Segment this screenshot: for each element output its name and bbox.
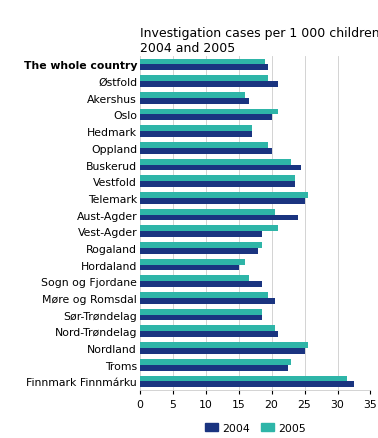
Bar bbox=[140, 82, 278, 88]
Bar bbox=[140, 115, 272, 121]
Bar bbox=[140, 226, 278, 232]
Bar bbox=[140, 265, 239, 271]
Bar bbox=[140, 376, 347, 381]
Bar bbox=[140, 282, 262, 287]
Bar bbox=[140, 365, 288, 371]
Bar bbox=[140, 232, 262, 237]
Bar bbox=[140, 198, 305, 204]
Legend: 2004, 2005: 2004, 2005 bbox=[200, 419, 310, 437]
Bar bbox=[140, 143, 268, 148]
Bar bbox=[140, 381, 354, 387]
Bar bbox=[140, 359, 291, 365]
Bar bbox=[140, 248, 259, 254]
Bar bbox=[140, 315, 262, 321]
Bar bbox=[140, 93, 245, 99]
Bar bbox=[140, 148, 272, 154]
Bar bbox=[140, 165, 301, 171]
Bar bbox=[140, 348, 305, 354]
Bar bbox=[140, 76, 268, 82]
Bar bbox=[140, 99, 249, 104]
Bar bbox=[140, 65, 268, 71]
Bar bbox=[140, 326, 275, 332]
Bar bbox=[140, 309, 262, 315]
Bar bbox=[140, 298, 275, 304]
Bar bbox=[140, 110, 278, 115]
Bar bbox=[140, 293, 268, 298]
Bar bbox=[140, 243, 262, 248]
Bar bbox=[140, 259, 245, 265]
Bar bbox=[140, 332, 278, 337]
Bar bbox=[140, 276, 249, 282]
Bar bbox=[140, 159, 291, 165]
Bar bbox=[140, 209, 275, 215]
Bar bbox=[140, 60, 265, 65]
Bar bbox=[140, 343, 308, 348]
Bar bbox=[140, 132, 252, 138]
Bar bbox=[140, 182, 295, 187]
Bar bbox=[140, 126, 252, 132]
Text: Investigation cases per 1 000 children 0-17 years. County.
2004 and 2005: Investigation cases per 1 000 children 0… bbox=[140, 26, 378, 54]
Bar bbox=[140, 193, 308, 198]
Bar bbox=[140, 176, 295, 182]
Bar bbox=[140, 215, 298, 221]
